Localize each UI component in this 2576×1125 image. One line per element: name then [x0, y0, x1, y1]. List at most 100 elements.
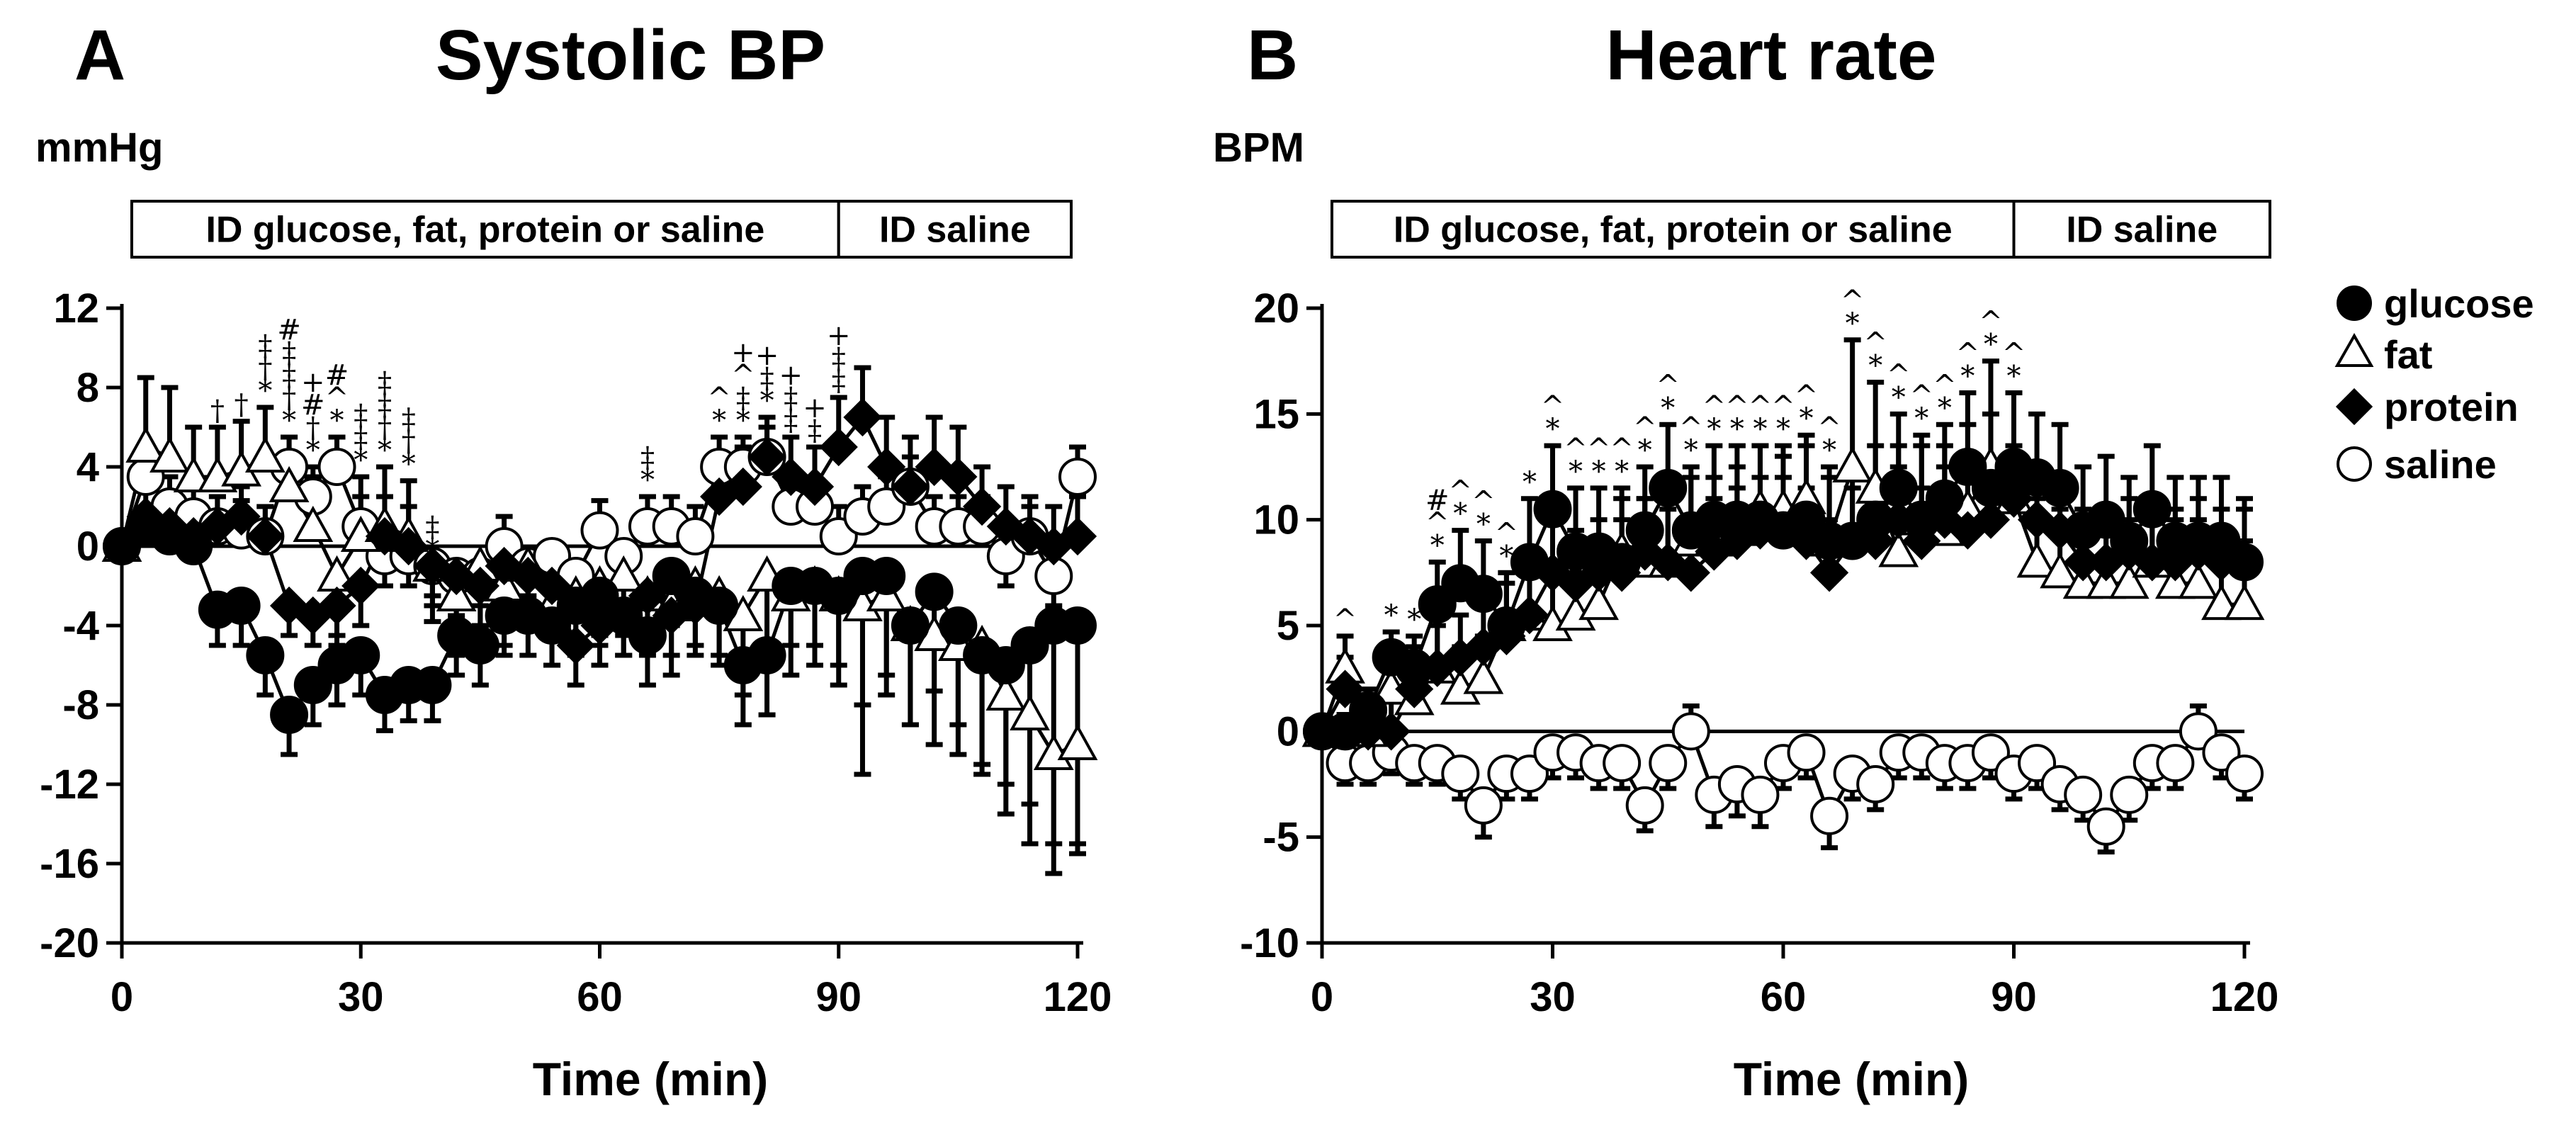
panel-b-sig-mark: ^ — [1887, 358, 1911, 391]
panel-b-saline-point — [1441, 754, 1480, 793]
panel-a-y-tick-label: 4 — [77, 444, 99, 490]
legend-item-glucose: glucose — [2337, 281, 2534, 326]
panel-b-significance-marks: ^ * **^# *^*^*^**^*^*^*^ *^*^*^ *^*^*^*^ *^*^*… — [1333, 285, 2026, 636]
panel-a-sig-mark: † — [306, 412, 320, 444]
panel-b-x-label: Time (min) — [1734, 1053, 1969, 1105]
panel-b-saline-point — [1625, 786, 1664, 825]
panel-a-glucose-point — [413, 666, 452, 704]
panel-b-sig-mark: * — [1960, 360, 1975, 392]
panel-a-glucose-point — [747, 636, 786, 674]
panel-a-fat-point — [985, 674, 1027, 711]
panel-a-glucose-point — [915, 572, 954, 611]
panel-a-sig-mark: ‡ — [354, 399, 368, 431]
panel-b-phase-label-1: ID glucose, fat, protein or saline — [1394, 210, 1953, 251]
panel-b-sig-mark: * — [1661, 392, 1675, 424]
panel-a-sig-mark: ^ — [325, 382, 349, 414]
panel-b-sig-mark: * — [1546, 413, 1560, 446]
panel-b-sig-mark: ^ — [1471, 486, 1496, 519]
panel-b-sig-mark: * — [1476, 509, 1491, 541]
panel-a-sig-mark: + — [755, 339, 779, 372]
panel-b-sig-mark: ^ — [1587, 433, 1611, 465]
panel-b-sig-mark: * — [1753, 413, 1767, 446]
panel-b-sig-mark: ^ — [1564, 433, 1588, 465]
panel-a-sig-mark: ‡ — [784, 405, 798, 437]
panel-b-x-tick-label: 90 — [1991, 974, 2037, 1020]
panel-a-glucose-point — [628, 616, 667, 655]
panel-b-sig-mark: * — [1384, 599, 1399, 632]
panel-a-fat-point — [149, 436, 190, 473]
panel-b-saline-point — [1649, 744, 1688, 783]
panel-b-sig-mark: * — [1914, 402, 1928, 435]
panel-a-fat-point — [244, 436, 286, 473]
panel-a-protein-point — [867, 447, 906, 487]
panel-b-sig-mark: * — [1776, 413, 1790, 446]
panel-a-sig-mark: * — [760, 385, 774, 417]
panel-b-sig-mark: * — [1430, 529, 1445, 562]
panel-a-sig-mark: ‡ — [640, 441, 655, 474]
panel-b-saline-point — [2225, 754, 2264, 793]
panel-b-sig-mark: * — [1730, 413, 1744, 446]
panel-b-saline-point — [2086, 807, 2125, 846]
panel-a-x-tick-label: 120 — [1044, 974, 1112, 1020]
panel-a-saline-point — [580, 511, 619, 550]
panel-a-x-label: Time (min) — [533, 1053, 768, 1105]
panel-b-glucose-point — [2132, 490, 2171, 528]
panel-b-sig-mark: ^ — [1333, 604, 1357, 636]
panel-a-sig-mark: ‡ — [378, 389, 392, 422]
panel-a-sig-mark: † — [258, 352, 272, 385]
panel-a-letter: A — [74, 16, 125, 95]
panel-a-sig-mark: † — [402, 426, 416, 458]
panel-a-sig-mark: ‡ — [832, 365, 846, 397]
panel-a-y-tick-label: 12 — [53, 286, 99, 332]
panel-b-phase-bar: ID glucose, fat, protein or saline ID sal… — [1331, 200, 2271, 259]
panel-a-glucose-point — [867, 557, 906, 595]
panel-a-protein-point — [795, 467, 835, 507]
panel-b-y-tick-label: 0 — [1277, 708, 1299, 754]
panel-b-glucose-point — [1487, 606, 1526, 645]
panel-a-protein-point — [962, 487, 1002, 526]
panel-a-markers-glucose — [103, 507, 1097, 734]
panel-b-fat-point — [1578, 584, 1619, 621]
panel-b-sig-mark: * — [1499, 540, 1513, 572]
panel-a-x-tick-label: 60 — [577, 974, 623, 1020]
panel-a-sig-mark: † — [210, 395, 225, 427]
panel-b-sig-mark: ^ — [1933, 369, 1957, 402]
panel-a-fat-point — [269, 465, 310, 502]
panel-a-glucose-point — [270, 696, 309, 734]
panel-a-fat-point — [603, 555, 644, 592]
panel-b-sig-mark: ^ — [1679, 412, 1703, 444]
panel-a-glucose-point — [939, 606, 978, 645]
panel-a-sig-mark: * — [736, 405, 750, 437]
panel-b-fat-point — [2178, 562, 2219, 599]
panel-a-sig-mark: * — [712, 405, 726, 437]
panel-b-sig-mark: # — [1425, 484, 1450, 516]
panel-a-sig-mark: * — [330, 405, 344, 437]
panel-b-glucose-point — [2040, 468, 2079, 507]
panel-b-fat-point — [2108, 562, 2150, 599]
panel-b-glucose-point — [1464, 575, 1503, 614]
panel-a-protein-point — [461, 566, 499, 606]
panel-a-sig-mark: * — [258, 375, 272, 407]
panel-b-sig-mark: * — [1638, 434, 1652, 467]
panel-b-y-tick-label: 5 — [1277, 603, 1299, 649]
panel-a-sig-mark: + — [301, 366, 325, 399]
panel-b-sig-mark: * — [1938, 392, 1952, 424]
panel-b-sig-mark: * — [1707, 413, 1721, 446]
panel-a-phase-box-2 — [837, 200, 1073, 259]
panel-b-sig-mark: * — [1822, 434, 1836, 467]
panel-a-fat-point — [1010, 694, 1050, 730]
legend-marker-fat — [2334, 332, 2374, 367]
panel-b-sig-mark: ^ — [1425, 507, 1450, 539]
panel-b-sig-mark: * — [1868, 350, 1882, 383]
panel-b-sig-mark: ^ — [1863, 327, 1887, 360]
panel-a-fat-point — [125, 426, 166, 463]
panel-b-sig-mark: * — [1592, 456, 1606, 488]
panel-a-phase-bar: ID glucose, fat, protein or saline ID sal… — [130, 200, 1073, 259]
panel-b-x-tick-label: 60 — [1761, 974, 1807, 1020]
panel-b-sig-mark: ^ — [1610, 433, 1634, 465]
panel-a-sig-mark: † — [235, 389, 249, 422]
panel-b-glucose-point — [2110, 521, 2149, 560]
panel-a-protein-point — [1058, 516, 1097, 556]
panel-a-sig-mark: # — [301, 389, 325, 422]
panel-a-glucose-point — [222, 587, 261, 625]
